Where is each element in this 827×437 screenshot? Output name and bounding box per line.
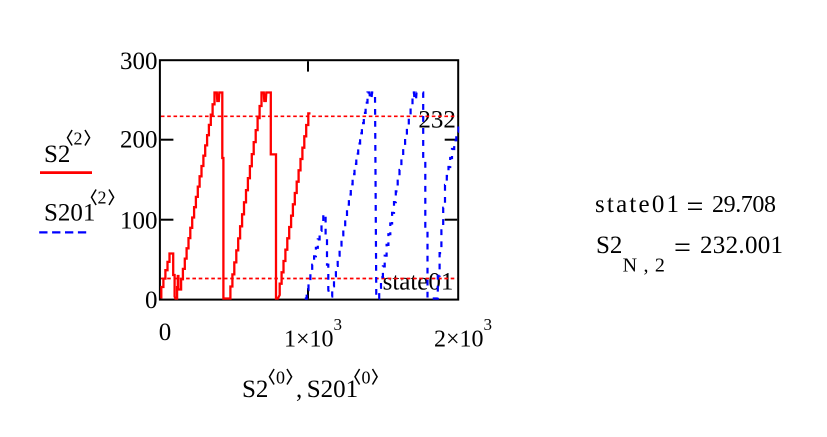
svg-text:0: 0 (159, 319, 172, 346)
svg-text:2: 2 (98, 188, 107, 208)
svg-text:,: , (296, 376, 302, 403)
svg-text:S201: S201 (307, 376, 358, 403)
svg-text:0: 0 (362, 368, 371, 388)
svg-text:0: 0 (145, 287, 158, 314)
svg-text:232: 232 (418, 106, 456, 133)
svg-text:S2: S2 (242, 376, 268, 403)
svg-text:200: 200 (120, 127, 158, 154)
svg-text:29.708: 29.708 (712, 192, 776, 218)
svg-text:0: 0 (276, 368, 285, 388)
svg-text:S201: S201 (44, 200, 95, 227)
svg-text:2: 2 (74, 129, 83, 149)
svg-text:S2: S2 (596, 232, 622, 259)
svg-text:100: 100 (120, 208, 158, 235)
svg-text:300: 300 (120, 48, 158, 75)
svg-text:state01: state01 (383, 269, 454, 296)
svg-text:S2: S2 (44, 141, 70, 168)
svg-text:=: = (687, 190, 704, 223)
svg-text:=: = (674, 231, 691, 264)
svg-text:state01: state01 (595, 191, 681, 218)
svg-text:232.001: 232.001 (700, 232, 783, 259)
svg-text:N , 2: N , 2 (623, 255, 666, 277)
